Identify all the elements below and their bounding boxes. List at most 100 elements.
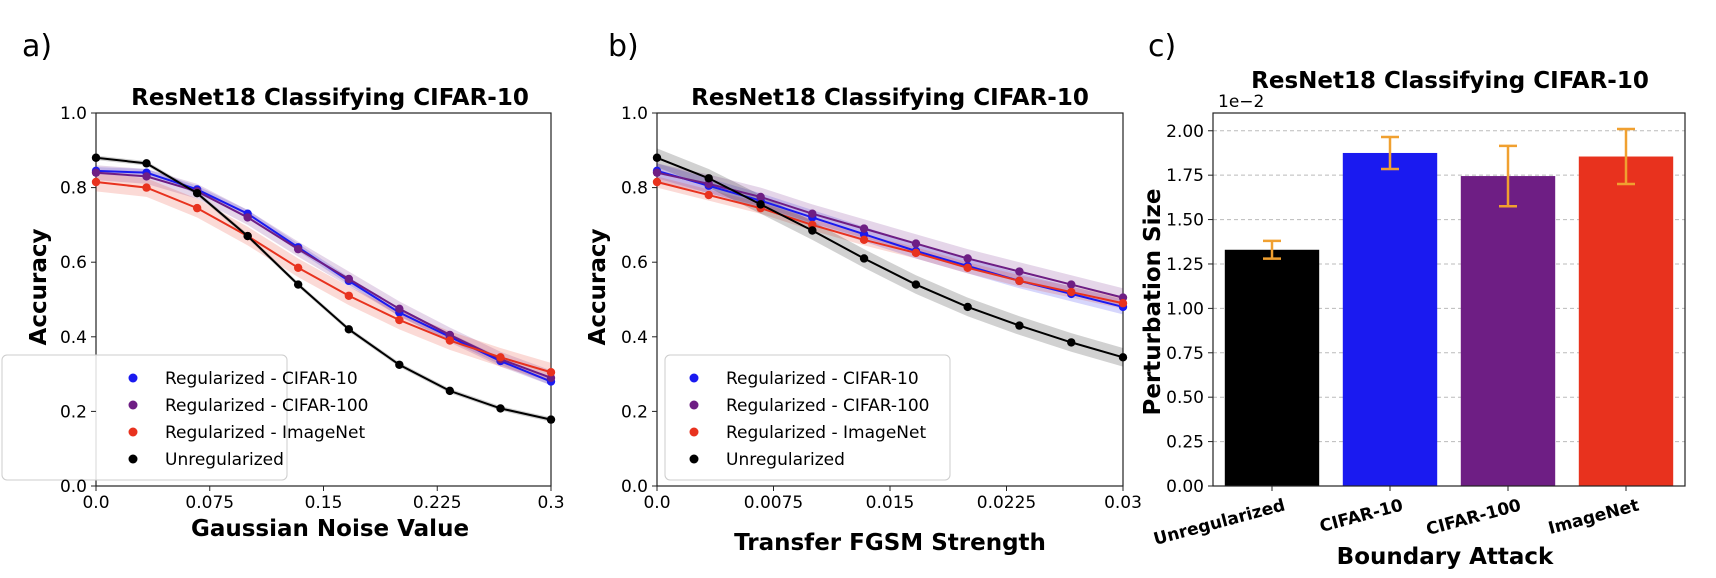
chart-c-title: ResNet18 Classifying CIFAR-10	[1251, 68, 1649, 94]
data-point-unreg	[395, 360, 404, 369]
chart-b-legend-label-cifar100: Regularized - CIFAR-100	[726, 396, 929, 416]
data-point-imagenet	[91, 177, 101, 187]
data-point-unreg	[496, 404, 505, 413]
bar-cifar10	[1342, 152, 1438, 486]
chart-a-legend-label-cifar100: Regularized - CIFAR-100	[165, 396, 368, 416]
data-point-unreg	[293, 280, 303, 289]
chart-b-legend-label-unreg: Unregularized	[726, 450, 845, 470]
chart-c-xlabel: Boundary Attack	[1337, 544, 1554, 570]
x-tick-label-unreg: Unregularized	[1152, 496, 1288, 550]
chart-b-xlabel: Transfer FGSM Strength	[734, 530, 1046, 556]
data-point-imagenet	[142, 183, 151, 192]
data-point-imagenet	[344, 291, 354, 300]
data-point-imagenet	[496, 353, 505, 362]
data-point-imagenet	[192, 203, 202, 213]
y-tick-label: 0.00	[1166, 477, 1204, 497]
y-tick-label: 2.00	[1166, 122, 1204, 142]
y-tick-label: 1.0	[621, 104, 648, 124]
data-point-unreg	[1118, 353, 1128, 362]
bar-cifar100	[1460, 176, 1556, 487]
chart-b-legend-label-cifar10: Regularized - CIFAR-10	[726, 369, 919, 389]
bar-imagenet	[1578, 156, 1674, 486]
data-point-cifar100	[1015, 267, 1024, 276]
chart-b-title: ResNet18 Classifying CIFAR-10	[691, 85, 1089, 111]
y-tick-label: 0.8	[621, 179, 648, 199]
data-point-unreg	[911, 280, 921, 289]
plot-frame	[1212, 112, 1686, 487]
data-point-unreg	[1067, 338, 1076, 347]
chart-a-legend-label-unreg: Unregularized	[165, 450, 284, 470]
x-tick-label-cifar10: CIFAR-10	[1318, 495, 1406, 536]
data-point-imagenet	[652, 177, 662, 187]
y-tick-label: 0.8	[60, 179, 87, 199]
data-point-imagenet	[1015, 276, 1024, 286]
data-point-imagenet	[293, 263, 303, 272]
data-point-cifar100	[395, 304, 404, 314]
y-tick-label: 0.4	[60, 328, 87, 348]
data-point-cifar100	[344, 274, 354, 284]
x-tick-label: 0.0	[82, 493, 109, 513]
chart-a-ylabel: Accuracy	[26, 229, 52, 346]
chart-c-offset-text: 1e−2	[1218, 92, 1264, 112]
x-tick-label: 0.03	[1104, 493, 1142, 513]
panel-label-a: a)	[22, 29, 52, 64]
data-point-unreg	[963, 302, 972, 312]
panel-label-b: b)	[608, 29, 639, 64]
y-tick-label: 0.2	[621, 402, 648, 422]
data-point-cifar100	[808, 209, 817, 218]
chart-a-legend	[1, 354, 288, 481]
data-point-cifar100	[293, 244, 303, 254]
data-point-cifar100	[1067, 280, 1076, 289]
y-tick-label: 1.75	[1166, 166, 1204, 186]
y-tick-label: 0.0	[60, 477, 87, 497]
legend-marker-cifar10	[128, 373, 138, 383]
data-point-cifar100	[859, 224, 869, 233]
chart-a-xlabel: Gaussian Noise Value	[191, 516, 469, 542]
chart-gaussian-noise: ResNet18 Classifying CIFAR-10 Gaussian N…	[1, 85, 565, 542]
chart-boundary-attack: ResNet18 Classifying CIFAR-10 1e−2 Bound…	[1140, 68, 1686, 570]
data-point-cifar100	[756, 192, 765, 202]
x-tick-label: 0.15	[305, 493, 343, 513]
data-point-unreg	[344, 325, 354, 334]
y-tick-label: 0.6	[621, 253, 648, 273]
data-point-cifar100	[142, 172, 151, 181]
data-point-imagenet	[395, 315, 404, 325]
y-tick-label: 0.4	[621, 328, 648, 348]
data-point-imagenet	[859, 235, 869, 245]
data-point-cifar100	[963, 254, 972, 263]
chart-a-title: ResNet18 Classifying CIFAR-10	[131, 85, 529, 111]
series-line-imagenet	[95, 181, 552, 374]
chart-a-legend-label-cifar10: Regularized - CIFAR-10	[165, 369, 358, 389]
bar-unreg	[1224, 249, 1320, 486]
y-tick-label: 1.50	[1166, 211, 1204, 231]
x-tick-label: 0.075	[185, 493, 234, 513]
data-point-unreg	[91, 153, 101, 162]
legend-marker-imagenet	[689, 427, 699, 437]
y-tick-label: 0.6	[60, 253, 87, 273]
series-line-unreg	[95, 156, 552, 421]
data-point-unreg	[546, 415, 556, 424]
data-point-unreg	[756, 200, 765, 209]
chart-b-ylabel: Accuracy	[585, 229, 611, 346]
data-point-cifar100	[91, 168, 101, 177]
y-tick-label: 1.0	[60, 104, 87, 124]
chart-a-legend-label-imagenet: Regularized - ImageNet	[165, 423, 365, 443]
chart-b-legend	[664, 354, 951, 481]
legend-marker-cifar100	[689, 400, 699, 410]
data-point-imagenet	[963, 263, 972, 272]
x-tick-label: 0.015	[866, 493, 915, 513]
x-tick-label-cifar100: CIFAR-100	[1424, 495, 1523, 540]
y-tick-label: 0.50	[1166, 388, 1204, 408]
series-layer	[652, 148, 1128, 367]
data-point-unreg	[142, 159, 151, 168]
chart-fgsm: ResNet18 Classifying CIFAR-10 Transfer F…	[585, 85, 1142, 556]
series-line-cifar100	[95, 171, 552, 379]
data-point-imagenet	[445, 336, 455, 345]
data-point-imagenet	[911, 248, 921, 258]
x-tick-label: 0.3	[537, 493, 564, 513]
series-line-unreg	[656, 156, 1124, 359]
data-point-cifar100	[911, 239, 921, 248]
confidence-band-unreg	[657, 148, 1123, 367]
legend-marker-cifar10	[689, 373, 699, 383]
